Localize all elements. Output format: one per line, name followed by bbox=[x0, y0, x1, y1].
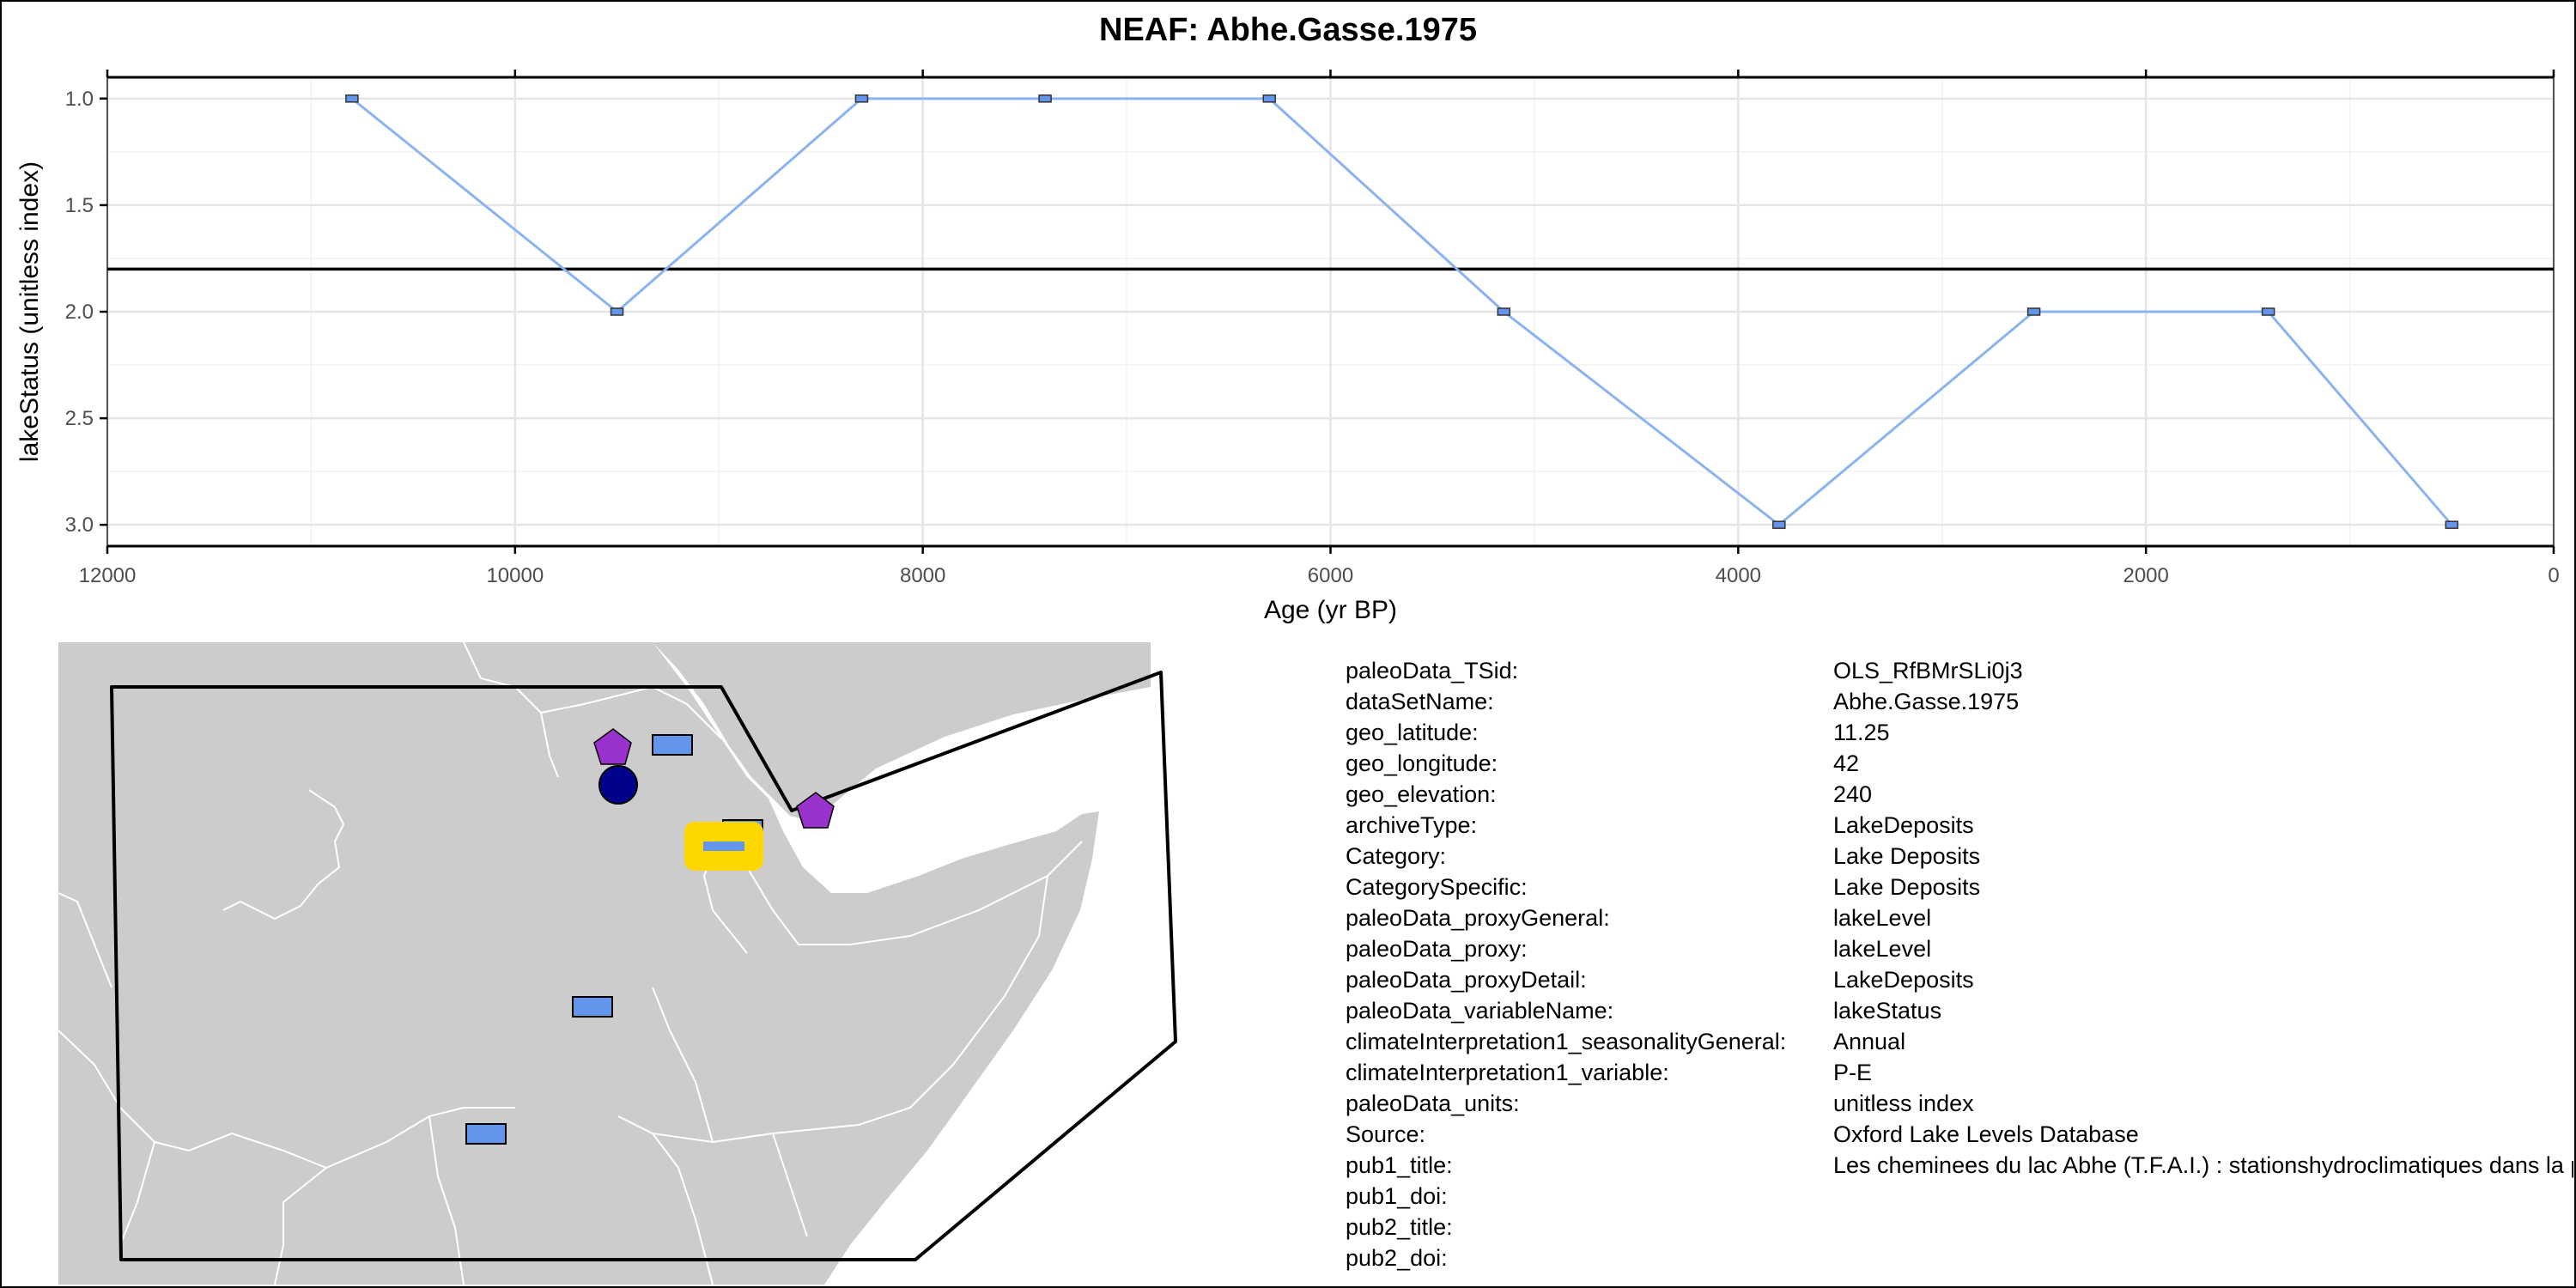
metadata-key: paleoData_proxyGeneral: bbox=[1346, 905, 1610, 931]
data-point bbox=[2026, 307, 2041, 316]
metadata-table: paleoData_TSid: OLS_RfBMrSLi0j3 dataSetNam… bbox=[1346, 658, 2573, 1285]
metadata-value: lakeLevel bbox=[1833, 905, 1932, 931]
metadata-key: paleoData_proxyDetail: bbox=[1346, 967, 1587, 993]
y-tick-label: 1.5 bbox=[65, 194, 94, 217]
map-land-arabia bbox=[481, 642, 1151, 820]
chart-title: NEAF: Abhe.Gasse.1975 bbox=[1099, 12, 1477, 48]
data-point bbox=[610, 307, 624, 316]
map-land-africa bbox=[58, 642, 1099, 1285]
axis-layer: 12000 10000 8000 6000 4000 2000 0 1.0 1.5 2.0 2.5 3… bbox=[65, 70, 2560, 587]
metadata-key: CategorySpecific: bbox=[1346, 874, 1528, 900]
metadata-value: OLS_RfBMrSLi0j3 bbox=[1833, 658, 2023, 683]
region-outline bbox=[110, 671, 1177, 1261]
metadata-key: geo_latitude: bbox=[1346, 720, 1479, 745]
metadata-value: LakeDeposits bbox=[1833, 967, 1974, 993]
y-tick-label: 2.0 bbox=[65, 301, 94, 324]
metadata-key: Source: bbox=[1346, 1121, 1426, 1147]
y-axis-label: lakeStatus (unitless index) bbox=[15, 161, 44, 462]
y-tick-label: 3.0 bbox=[65, 513, 94, 537]
metadata-value: P-E bbox=[1833, 1060, 1873, 1085]
x-tick-label: 0 bbox=[2548, 564, 2559, 587]
metadata-key: paleoData_proxy: bbox=[1346, 936, 1528, 962]
metadata-key: geo_longitude: bbox=[1346, 750, 1498, 776]
series-layer bbox=[107, 94, 2554, 529]
data-point bbox=[1038, 94, 1052, 103]
x-axis-label: Age (yr BP) bbox=[1264, 596, 1397, 624]
y-tick-label: 2.5 bbox=[65, 407, 94, 430]
data-point bbox=[854, 94, 869, 103]
site-map bbox=[58, 641, 1177, 1285]
metadata-key: paleoData_units: bbox=[1346, 1091, 1520, 1116]
metadata-key: geo_elevation: bbox=[1346, 781, 1497, 807]
metadata-key: pub2_title: bbox=[1346, 1214, 1453, 1240]
data-point bbox=[1772, 520, 1786, 529]
site-pentagon-marker bbox=[796, 792, 835, 829]
metadata-key: pub2_doi: bbox=[1346, 1245, 1448, 1271]
time-series-chart: 12000 10000 8000 6000 4000 2000 0 1.0 1.5 2.0 2.5 3… bbox=[15, 70, 2560, 624]
x-tick-label: 6000 bbox=[1308, 564, 1353, 587]
metadata-value: LakeDeposits bbox=[1833, 812, 1974, 838]
data-point bbox=[1262, 94, 1277, 103]
metadata-value: lakeStatus bbox=[1833, 998, 1942, 1024]
site-rect-marker bbox=[572, 996, 613, 1018]
data-point bbox=[2445, 520, 2459, 529]
series-line bbox=[350, 97, 2453, 527]
metadata-value: Lake Deposits bbox=[1833, 843, 1981, 869]
metadata-value: 42 bbox=[1833, 750, 1860, 776]
site-rect-marker bbox=[465, 1123, 507, 1145]
metadata-key: archiveType: bbox=[1346, 812, 1478, 838]
current-site-marker bbox=[703, 841, 744, 851]
metadata-value: lakeLevel bbox=[1833, 936, 1932, 962]
data-point bbox=[1497, 307, 1511, 316]
metadata-value: 11.25 bbox=[1833, 720, 1890, 745]
metadata-key: paleoData_TSid: bbox=[1346, 658, 1519, 683]
metadata-value: Abhe.Gasse.1975 bbox=[1833, 689, 2020, 714]
metadata-value: Les cheminees du lac Abhe (T.F.A.I.) : s… bbox=[1833, 1152, 2573, 1178]
map-borders bbox=[58, 641, 1083, 1285]
metadata-key: pub1_title: bbox=[1346, 1152, 1453, 1178]
metadata-key: pub1_doi: bbox=[1346, 1183, 1448, 1209]
metadata-key: climateInterpretation1_seasonalityGenera… bbox=[1346, 1029, 1787, 1054]
x-tick-label: 4000 bbox=[1716, 564, 1761, 587]
y-tick-label: 1.0 bbox=[65, 88, 94, 111]
metadata-value: unitless index bbox=[1833, 1091, 1974, 1116]
site-circle-marker bbox=[598, 765, 638, 805]
site-pentagon-marker bbox=[593, 728, 632, 765]
metadata-value: 240 bbox=[1833, 781, 1873, 807]
x-tick-label: 2000 bbox=[2123, 564, 2168, 587]
metadata-key: climateInterpretation1_variable: bbox=[1346, 1060, 1669, 1085]
metadata-value: Annual bbox=[1833, 1029, 1906, 1054]
metadata-key: dataSetName: bbox=[1346, 689, 1494, 714]
metadata-key: paleoData_variableName: bbox=[1346, 998, 1614, 1024]
x-tick-label: 10000 bbox=[486, 564, 544, 587]
data-point bbox=[345, 94, 359, 103]
x-tick-label: 8000 bbox=[900, 564, 945, 587]
site-rect-marker bbox=[652, 734, 693, 756]
metadata-key: Category: bbox=[1346, 843, 1447, 869]
metadata-value: Lake Deposits bbox=[1833, 874, 1981, 900]
data-point bbox=[2261, 307, 2275, 316]
x-tick-label: 12000 bbox=[79, 564, 137, 587]
metadata-value: Oxford Lake Levels Database bbox=[1833, 1121, 2139, 1147]
